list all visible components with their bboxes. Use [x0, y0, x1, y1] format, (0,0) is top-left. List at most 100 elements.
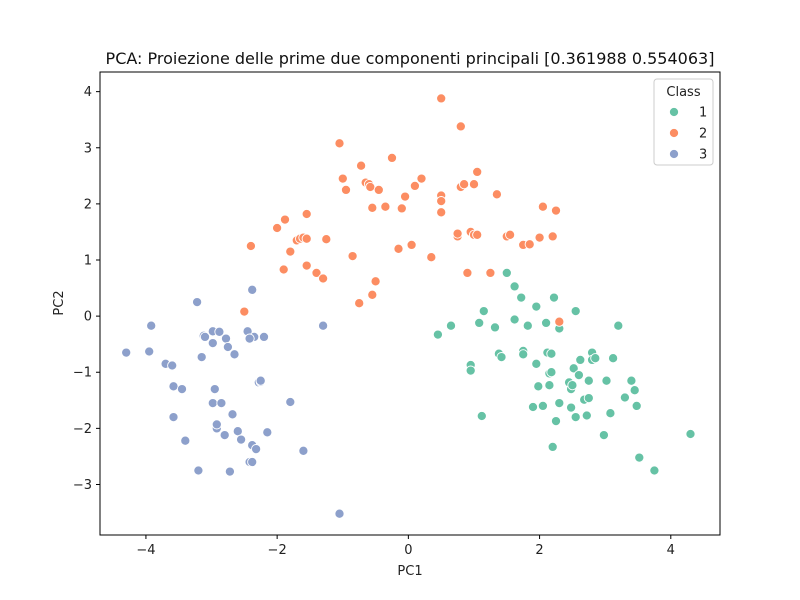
data-point-class-3 — [224, 466, 235, 477]
data-point-class-3 — [220, 333, 232, 344]
data-points — [121, 93, 696, 519]
data-point-class-3 — [211, 419, 222, 430]
legend-label-2: 2 — [699, 127, 707, 142]
data-point-class-2 — [524, 239, 535, 250]
data-point-class-1 — [544, 380, 555, 391]
data-point-class-1 — [501, 267, 512, 278]
data-point-class-2 — [436, 93, 447, 104]
data-point-class-3 — [196, 352, 207, 363]
data-point-class-1 — [474, 317, 485, 328]
data-point-class-2 — [472, 229, 483, 240]
data-point-class-1 — [567, 380, 578, 391]
data-point-class-1 — [566, 402, 577, 413]
data-point-class-3 — [258, 331, 270, 342]
data-point-class-2 — [459, 179, 470, 190]
legend-title: Class — [666, 85, 700, 100]
y-tick-label: 4 — [84, 85, 92, 100]
data-point-class-3 — [207, 398, 218, 409]
data-point-class-3 — [244, 333, 255, 344]
data-point-class-2 — [367, 289, 378, 300]
data-point-class-1 — [546, 348, 557, 359]
data-point-class-2 — [272, 222, 283, 234]
data-point-class-3 — [255, 375, 266, 386]
data-point-class-2 — [426, 252, 437, 263]
data-point-class-2 — [400, 191, 411, 202]
legend-box — [653, 78, 714, 166]
data-point-class-2 — [386, 152, 398, 163]
data-point-class-1 — [601, 375, 612, 386]
data-point-class-1 — [626, 375, 637, 386]
data-point-class-2 — [318, 273, 329, 284]
data-point-class-3 — [247, 284, 258, 295]
data-point-class-3 — [207, 338, 218, 349]
data-point-class-2 — [356, 160, 367, 171]
data-point-class-3 — [199, 331, 211, 342]
data-point-class-1 — [537, 400, 548, 411]
data-point-class-2 — [367, 202, 378, 213]
data-point-class-1 — [583, 375, 594, 386]
chart-title: PCA: Proiezione delle prime due componen… — [106, 49, 715, 68]
data-point-class-2 — [452, 228, 463, 239]
data-point-class-2 — [373, 184, 384, 195]
data-point-class-1 — [575, 354, 586, 365]
data-point-class-2 — [334, 138, 345, 149]
data-point-class-2 — [550, 205, 562, 216]
data-point-class-3 — [334, 508, 345, 519]
data-point-class-2 — [380, 201, 391, 212]
data-point-class-1 — [570, 306, 581, 317]
y-tick-label: −1 — [73, 366, 92, 381]
data-point-class-1 — [634, 452, 645, 463]
data-point-class-1 — [518, 349, 529, 360]
data-point-class-2 — [337, 173, 348, 184]
data-point-class-2 — [340, 184, 352, 195]
data-point-class-1 — [476, 410, 487, 422]
y-axis-ticks: −3 −2 −1 0 1 2 3 4 — [73, 85, 100, 493]
data-point-class-3 — [193, 465, 204, 476]
data-point-class-1 — [554, 398, 565, 409]
data-point-class-3 — [262, 427, 273, 438]
data-point-class-1 — [533, 381, 544, 392]
x-tick-label: −4 — [136, 543, 155, 558]
data-point-class-2 — [485, 267, 496, 278]
data-point-class-3 — [121, 347, 132, 358]
x-axis-ticks: −4 −2 0 2 4 — [136, 535, 675, 558]
y-tick-label: −3 — [73, 478, 92, 493]
data-point-class-1 — [541, 317, 552, 328]
data-point-class-2 — [239, 306, 250, 317]
data-point-class-3 — [146, 320, 157, 331]
data-point-class-2 — [279, 214, 291, 225]
x-tick-label: 4 — [667, 543, 675, 558]
data-point-class-1 — [619, 392, 630, 403]
legend: Class 1 2 3 — [653, 78, 714, 166]
data-point-class-3 — [222, 341, 233, 353]
data-point-class-3 — [167, 360, 178, 371]
data-point-class-2 — [396, 203, 407, 214]
data-point-class-1 — [432, 329, 443, 340]
data-point-class-3 — [192, 297, 203, 308]
data-point-class-3 — [236, 434, 247, 445]
data-point-class-1 — [509, 314, 520, 325]
data-point-class-3 — [180, 435, 191, 446]
data-point-class-2 — [370, 276, 381, 287]
data-point-class-1 — [605, 408, 616, 419]
data-point-class-2 — [301, 260, 312, 271]
data-point-class-1 — [445, 320, 457, 331]
data-point-class-1 — [531, 301, 542, 312]
data-point-class-3 — [251, 444, 262, 455]
data-point-class-3 — [219, 430, 230, 441]
data-point-class-3 — [168, 381, 179, 392]
data-point-class-1 — [550, 416, 562, 427]
data-point-class-3 — [247, 456, 258, 468]
legend-label-3: 3 — [699, 148, 707, 163]
data-point-class-1 — [496, 352, 507, 363]
data-point-class-3 — [318, 320, 329, 331]
data-point-class-2 — [491, 189, 502, 200]
y-tick-label: 3 — [84, 141, 92, 156]
data-point-class-1 — [478, 306, 489, 317]
data-point-class-3 — [168, 412, 179, 423]
data-point-class-1 — [489, 322, 501, 333]
data-point-class-1 — [548, 292, 560, 303]
data-point-class-2 — [462, 267, 473, 278]
y-tick-label: 0 — [84, 310, 92, 325]
